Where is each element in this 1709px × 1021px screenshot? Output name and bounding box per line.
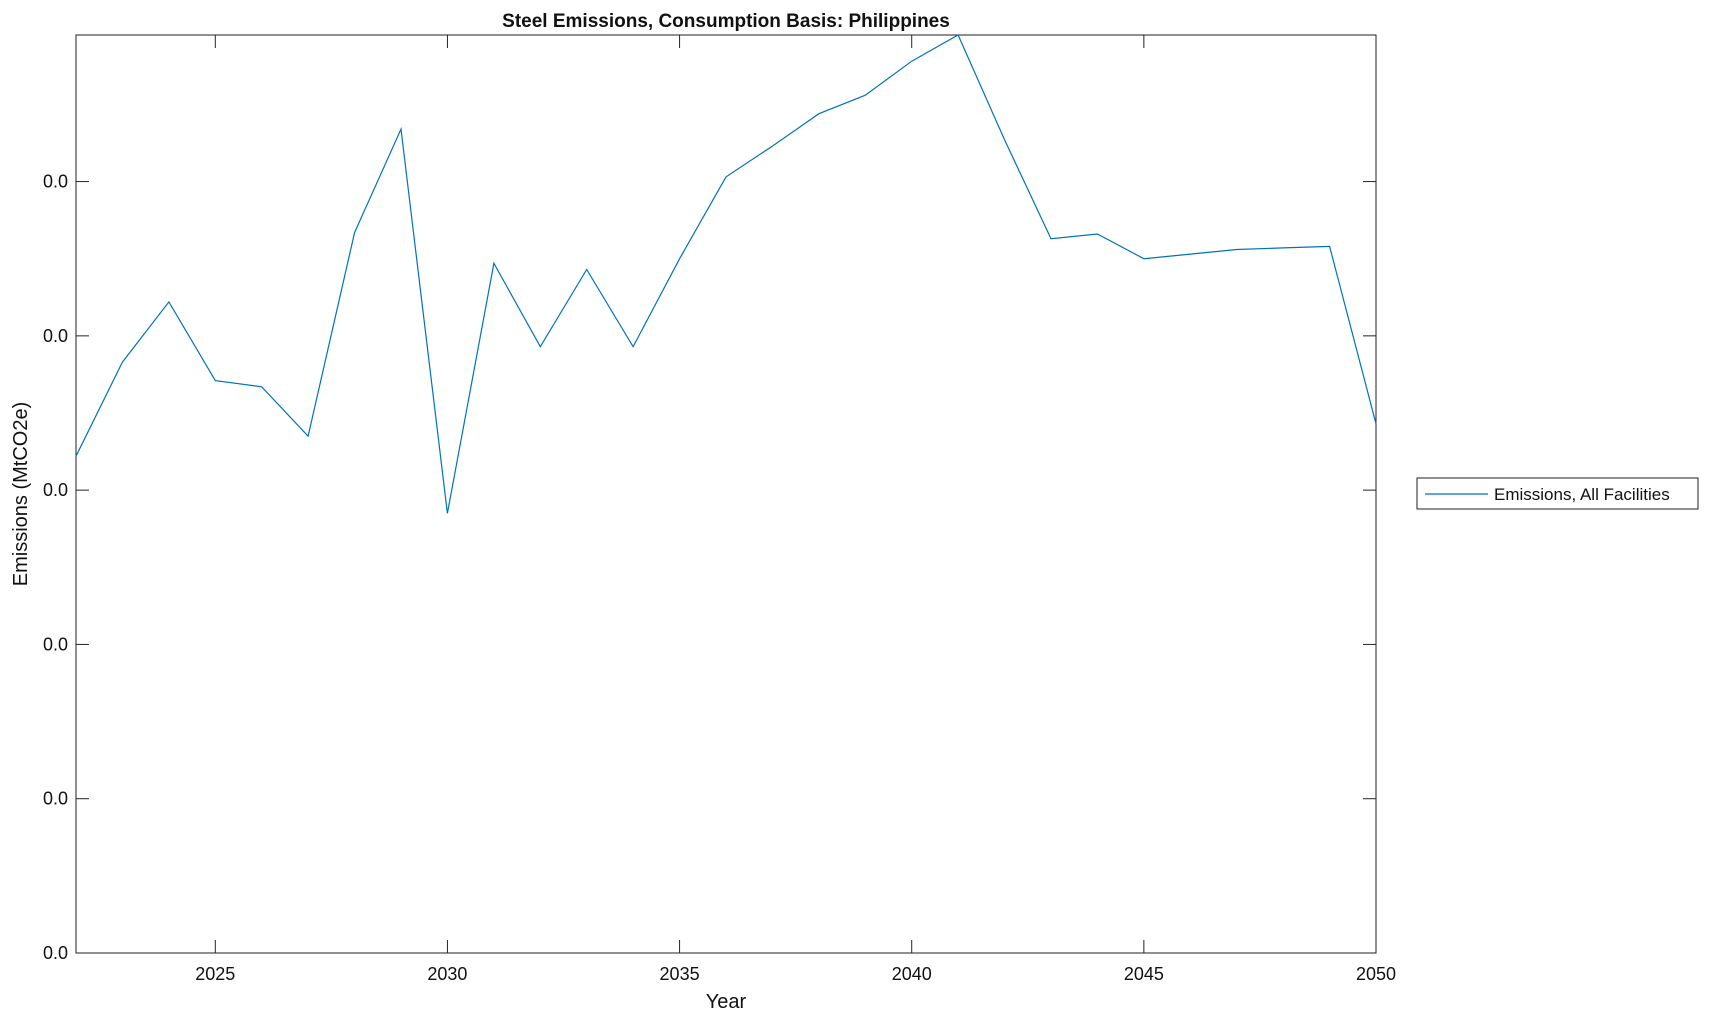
legend[interactable]: Emissions, All Facilities [1416, 477, 1699, 510]
y-axis: 0.0 0.0 0.0 0.0 0.0 0.0 [43, 172, 1376, 963]
x-tick-label: 2040 [892, 964, 932, 984]
plot-area [75, 34, 1377, 954]
chart-title: Steel Emissions, Consumption Basis: Phil… [502, 11, 950, 32]
y-tick-label: 0.0 [43, 634, 68, 654]
x-tick-label: 2035 [660, 964, 700, 984]
x-tick-label: 2045 [1124, 964, 1164, 984]
y-tick-label: 0.0 [43, 480, 68, 500]
y-axis-label: Emissions (MtCO2e) [10, 402, 32, 586]
y-tick-label: 0.0 [43, 172, 68, 192]
y-tick-label: 0.0 [43, 943, 68, 963]
series-line [75, 34, 1377, 514]
series-lines [75, 34, 1377, 514]
y-tick-label: 0.0 [43, 326, 68, 346]
x-axis-label: Year [706, 991, 747, 1013]
x-tick-label: 2030 [427, 964, 467, 984]
x-axis: 2025 2030 2035 2040 2045 2050 [195, 35, 1396, 984]
x-tick-label: 2050 [1356, 964, 1396, 984]
legend-label: Emissions, All Facilities [1494, 485, 1670, 504]
x-tick-label: 2025 [195, 964, 235, 984]
y-tick-label: 0.0 [43, 789, 68, 809]
